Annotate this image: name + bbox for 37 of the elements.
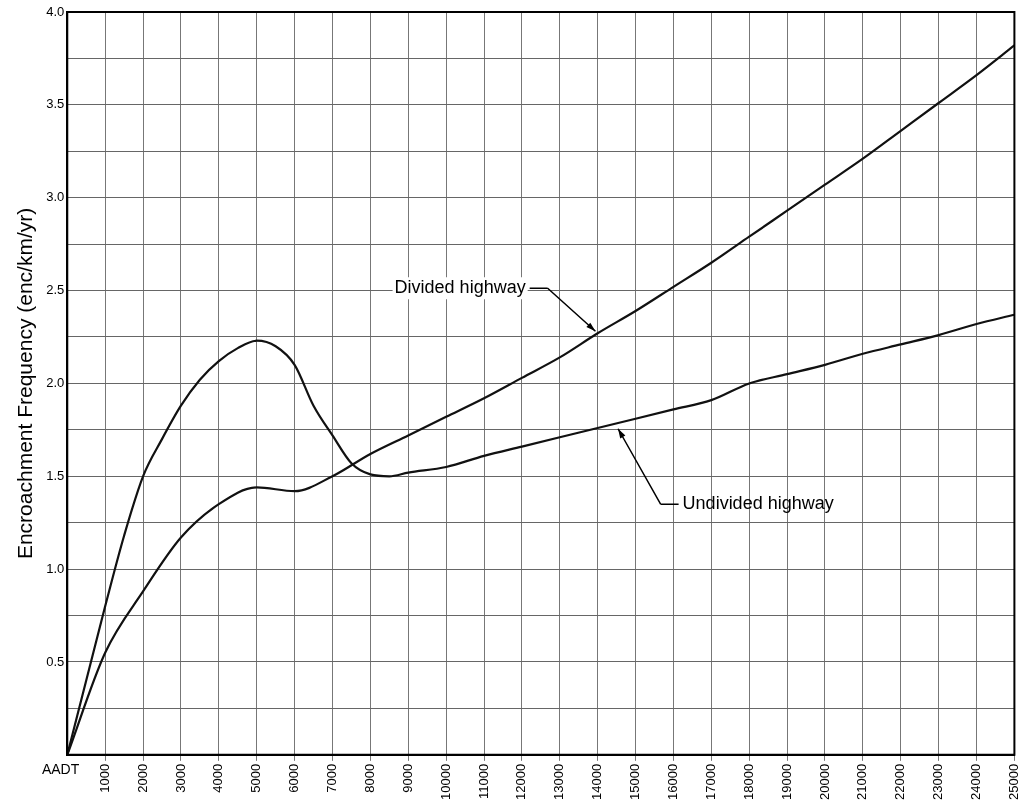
y-tick-label: 2.5 (46, 282, 65, 298)
x-tick-label: 16000 (665, 763, 681, 801)
x-tick-label: 23000 (930, 763, 946, 801)
y-tick-label: 2.0 (46, 375, 65, 390)
x-tick-label: 9000 (399, 763, 415, 793)
x-tick-label: 24000 (968, 763, 984, 801)
x-tick-label: 21000 (854, 763, 870, 801)
x-tick-label: 15000 (627, 763, 643, 801)
x-tick-label: 14000 (589, 763, 605, 801)
x-axis-title: AADT (41, 760, 80, 777)
y-tick-label: 4.0 (46, 3, 65, 19)
x-tick-label: 7000 (324, 763, 340, 793)
x-tick-label: 13000 (551, 763, 567, 801)
x-tick-label: 8000 (361, 763, 377, 793)
y-tick-label: 1.5 (46, 467, 65, 483)
y-tick-label: 3.0 (46, 189, 65, 205)
x-tick-label: 25000 (1005, 763, 1021, 801)
y-tick-label: 1.0 (46, 560, 65, 576)
x-tick-label: 6000 (286, 763, 302, 793)
x-tick-label: 11000 (475, 763, 491, 800)
annotation: Undivided highway (682, 493, 834, 514)
x-tick-label: 12000 (513, 763, 529, 801)
x-tick-label: 22000 (892, 763, 908, 801)
x-tick-label: 18000 (740, 763, 756, 801)
x-tick-label: 17000 (702, 763, 718, 801)
annotation: Divided highway (394, 277, 526, 298)
x-tick-label: 4000 (210, 763, 226, 793)
x-tick-label: 19000 (778, 763, 794, 801)
y-tick-label: 0.5 (46, 653, 65, 669)
y-tick-label: 3.5 (46, 96, 65, 112)
x-tick-label: 20000 (816, 763, 832, 801)
x-tick-label: 2000 (134, 763, 150, 793)
x-tick-label: 10000 (437, 763, 453, 801)
x-tick-label: 3000 (172, 763, 188, 793)
x-tick-label: 1000 (96, 763, 112, 793)
y-axis-title: Encroachment Frequency (enc/km/yr) (13, 207, 37, 560)
x-tick-label: 5000 (248, 763, 264, 793)
